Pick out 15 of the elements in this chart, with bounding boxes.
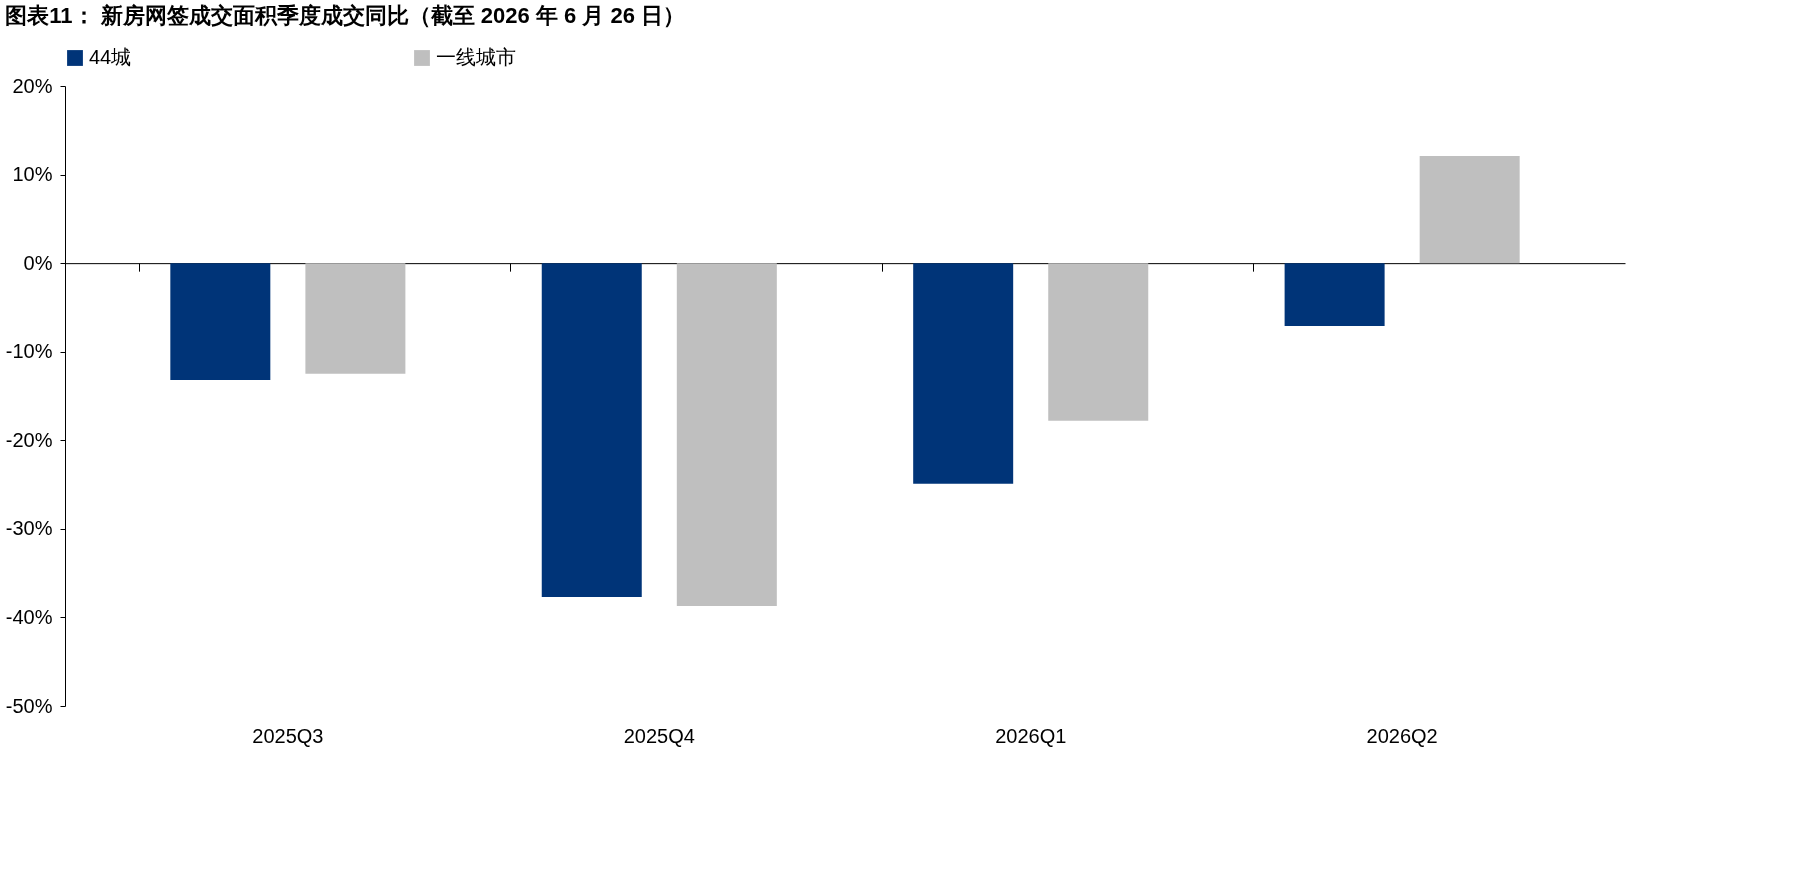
y-tick-label: -20% [5, 428, 53, 451]
x-tick-label: 2025Q3 [252, 724, 324, 747]
x-tick-label: 2025Q4 [623, 724, 695, 747]
chart-title: 图表11： 新房网签成交面积季度成交同比（截至 2026 年 6 月 26 日） [5, 3, 686, 28]
y-tick-label: -40% [5, 605, 53, 628]
y-tick-label: -10% [5, 340, 53, 363]
y-tick-label: 10% [12, 163, 53, 186]
x-tick-label: 2026Q2 [1366, 724, 1438, 747]
legend-label: 44城 [89, 46, 132, 68]
x-tick-label: 2026Q1 [995, 724, 1067, 747]
y-tick-label: -30% [5, 517, 53, 540]
y-tick-label: 0% [23, 251, 53, 274]
legend-label: 一线城市 [436, 46, 516, 68]
y-tick-label: -50% [5, 694, 53, 717]
y-tick-label: 20% [12, 74, 53, 97]
